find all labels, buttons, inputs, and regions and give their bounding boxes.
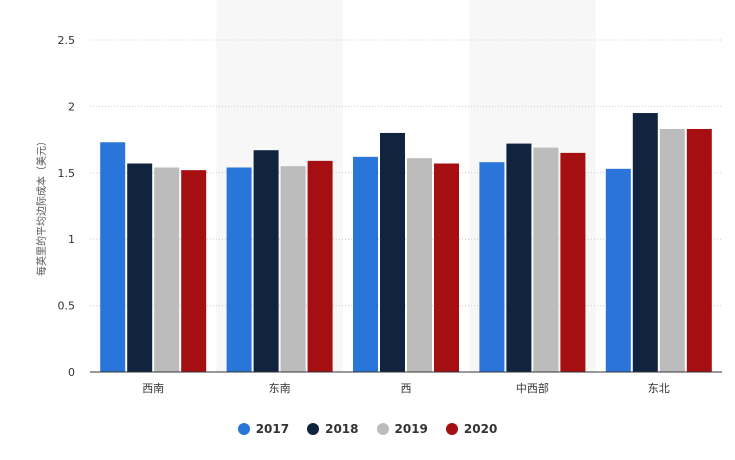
legend-label-2018: 2018 [325,422,359,436]
y-tick-label: 1.5 [58,167,76,180]
legend-swatch-2019 [376,423,389,435]
legend-swatch-2017 [237,423,250,435]
legend-item-2018[interactable]: 2018 [307,422,359,436]
legend: 2017 2018 2019 2020 [0,418,735,440]
x-tick-label: 西 [401,382,412,395]
bar-2017-西南 [100,142,126,372]
bar-2018-东北 [632,113,658,372]
bar-2020-东北 [686,128,712,372]
bar-2019-中西部 [533,147,559,372]
legend-swatch-2018 [307,423,320,435]
bar-2017-西 [353,156,378,372]
y-tick-label: 0 [68,366,75,379]
bar-2017-东北 [605,168,631,372]
bars [100,113,712,372]
bar-2020-东南 [307,160,333,372]
y-tick-labels: 0 0.5 1 1.5 2 2.5 [58,34,76,379]
bar-2018-西南 [127,163,153,372]
y-tick-label: 2.5 [58,34,76,47]
bar-2020-西南 [181,170,207,372]
bar-2019-东南 [280,166,306,372]
bar-2018-东南 [253,150,279,372]
legend-item-2017[interactable]: 2017 [237,422,290,436]
x-tick-label: 中西部 [516,381,549,395]
x-tick-label: 东南 [269,382,291,395]
bar-2019-西 [407,158,432,372]
legend-label-2019: 2019 [394,422,428,436]
x-tick-label: 西南 [142,382,164,395]
y-tick-label: 1 [68,233,75,246]
x-tick-labels: 西南 东南 西 中西部 东北 [142,381,670,395]
legend-item-2020[interactable]: 2020 [445,422,498,436]
y-tick-label: 0.5 [58,300,76,313]
legend-label-2020: 2020 [463,422,498,436]
legend-swatch-2020 [445,423,458,435]
legend-label-2017: 2017 [255,422,290,436]
bar-2018-中西部 [506,143,532,372]
bar-2017-东南 [226,167,252,372]
bar-2020-中西部 [560,152,586,372]
legend-item-2019[interactable]: 2019 [376,422,428,436]
y-tick-label: 2 [68,100,75,113]
bar-2020-西 [434,163,459,372]
bar-2019-西南 [154,167,180,372]
y-axis-label: 每英里的平均边际成本（美元） [35,136,48,276]
x-tick-label: 东北 [648,382,670,395]
bar-2018-西 [380,132,405,372]
bar-2019-东北 [659,128,685,372]
bar-2017-中西部 [479,162,505,372]
